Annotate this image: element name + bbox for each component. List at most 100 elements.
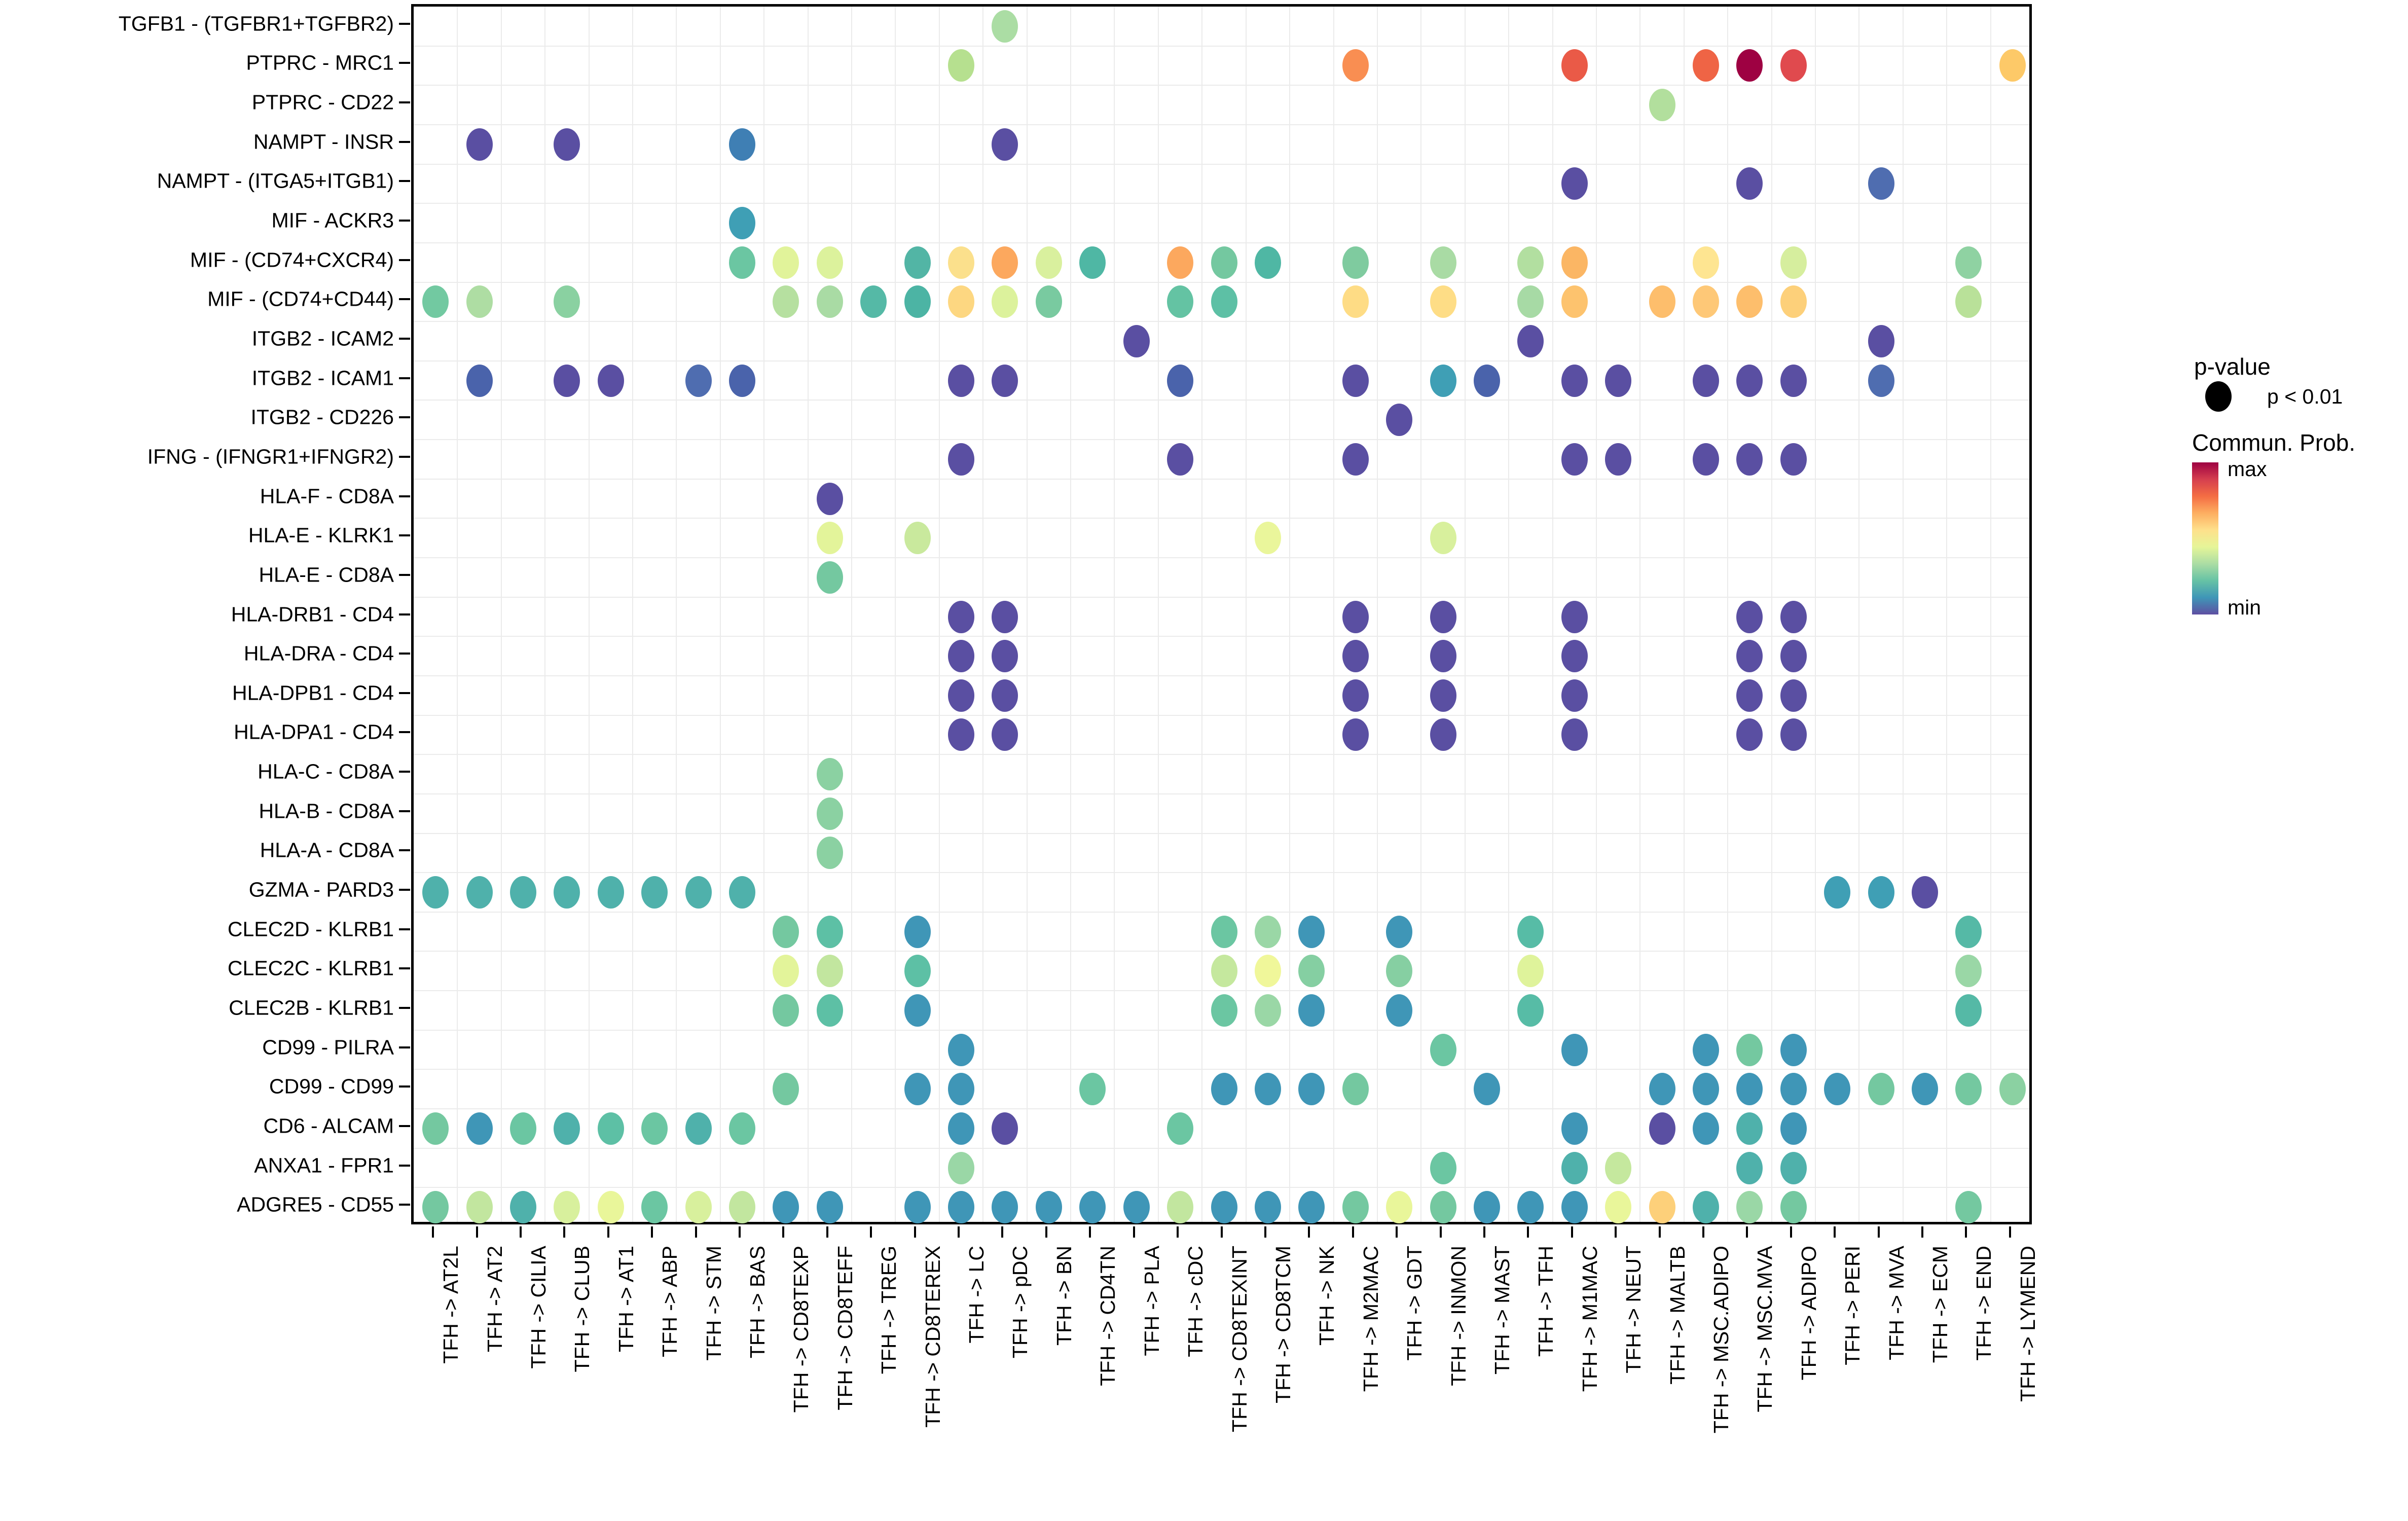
bubble-point xyxy=(773,246,799,279)
bubble-point xyxy=(1736,1191,1763,1224)
bubble-point xyxy=(641,1112,668,1145)
plot-panel xyxy=(411,4,2032,1224)
bubble-point xyxy=(816,1191,843,1224)
y-axis-tick-label: PTPRC - CD22 xyxy=(251,90,394,114)
bubble-point xyxy=(1561,1191,1588,1224)
bubble-point xyxy=(1736,167,1763,200)
pvalue-legend-title: p-value xyxy=(2194,353,2271,380)
x-axis-tick-label-text: TFH -> CD8TEXINT xyxy=(1227,1246,1251,1432)
bubble-point xyxy=(992,1112,1018,1145)
x-axis-tick xyxy=(2009,1226,2011,1238)
bubble-point xyxy=(1123,324,1150,357)
x-axis-tick xyxy=(1483,1226,1485,1238)
x-axis-tick-label-text: TFH -> AT2 xyxy=(483,1246,506,1352)
bubble-point xyxy=(1298,994,1325,1027)
bubble-point xyxy=(1342,1191,1369,1224)
gridline-vertical xyxy=(1333,7,1334,1222)
bubble-point xyxy=(466,1112,493,1145)
bubble-point xyxy=(466,876,493,909)
bubble-point xyxy=(904,955,931,988)
gridline-vertical xyxy=(1070,7,1072,1222)
bubble-point xyxy=(1079,1073,1106,1106)
y-axis-tick xyxy=(399,377,410,379)
bubble-point xyxy=(554,1112,580,1145)
bubble-point xyxy=(904,1191,931,1224)
x-axis-tick xyxy=(958,1226,960,1238)
bubble-point xyxy=(554,285,580,318)
x-axis-tick xyxy=(1220,1226,1223,1238)
x-axis-tick xyxy=(607,1226,609,1238)
bubble-point xyxy=(1780,1112,1807,1145)
bubble-point xyxy=(1254,522,1281,555)
bubble-point xyxy=(816,285,843,318)
gridline-horizontal xyxy=(414,281,2029,283)
gridline-horizontal xyxy=(414,754,2029,755)
y-axis-tick-label: HLA-DRB1 - CD4 xyxy=(231,602,394,626)
y-axis-tick xyxy=(399,259,410,261)
bubble-point xyxy=(1780,1073,1807,1106)
x-axis-tick xyxy=(1001,1226,1004,1238)
bubble-point xyxy=(1298,1073,1325,1106)
x-axis-tick xyxy=(1133,1226,1135,1238)
x-axis-tick xyxy=(651,1226,653,1238)
bubble-point xyxy=(1736,364,1763,397)
y-axis-tick-label: HLA-DPB1 - CD4 xyxy=(232,681,394,705)
bubble-point xyxy=(1605,1191,1632,1224)
x-axis-tick xyxy=(914,1226,916,1238)
bubble-point xyxy=(554,364,580,397)
y-axis-tick xyxy=(399,889,410,891)
bubble-point xyxy=(904,246,931,279)
x-axis-tick-label-text: TFH -> AT1 xyxy=(614,1246,638,1352)
gridline-vertical xyxy=(1464,7,1466,1222)
x-axis-tick-label: TFH -> PERI xyxy=(1841,1126,1864,1365)
x-axis-tick xyxy=(1658,1226,1661,1238)
x-axis-tick-label-text: TFH -> CD4TN xyxy=(1096,1246,1120,1386)
bubble-point xyxy=(992,285,1018,318)
x-axis-tick-label: TFH -> AT2L xyxy=(439,1128,462,1364)
x-axis-tick xyxy=(1834,1226,1836,1238)
y-axis-tick xyxy=(399,495,410,497)
x-axis-tick-label: TFH -> MVA xyxy=(1885,1131,1908,1360)
bubble-point xyxy=(597,364,624,397)
bubble-point xyxy=(1342,364,1369,397)
bubble-point xyxy=(1736,640,1763,673)
bubble-point xyxy=(1386,1191,1413,1224)
y-axis-tick-label: HLA-F - CD8A xyxy=(260,484,394,508)
y-axis-tick xyxy=(399,62,410,64)
bubble-point xyxy=(1167,246,1194,279)
x-axis-tick xyxy=(870,1226,872,1238)
x-axis-tick-label: TFH -> MALTB xyxy=(1666,1107,1689,1385)
bubble-point xyxy=(597,876,624,909)
y-axis-tick xyxy=(399,534,410,537)
bubble-point xyxy=(1649,1191,1675,1224)
gridline-vertical xyxy=(1683,7,1685,1222)
gridline-vertical xyxy=(1376,7,1378,1222)
gridline-horizontal xyxy=(414,85,2029,86)
x-axis-tick xyxy=(1965,1226,1967,1238)
bubble-point xyxy=(685,364,712,397)
bubble-point xyxy=(816,561,843,594)
x-axis-tick-label: TFH -> ECM xyxy=(1928,1129,1952,1363)
y-axis-tick-label: ITGB2 - ICAM1 xyxy=(251,366,394,390)
bubble-point xyxy=(466,285,493,318)
gridline-horizontal xyxy=(414,636,2029,637)
x-axis-tick xyxy=(1615,1226,1617,1238)
x-axis-tick-label: TFH -> cDC xyxy=(1184,1134,1207,1357)
gridline-vertical xyxy=(1946,7,1948,1222)
y-axis-tick xyxy=(399,573,410,576)
gridline-horizontal xyxy=(414,360,2029,361)
bubble-point xyxy=(1517,915,1544,948)
x-axis-tick xyxy=(563,1226,566,1238)
gridline-vertical xyxy=(1858,7,1860,1222)
bubble-point xyxy=(1736,679,1763,712)
gridline-horizontal xyxy=(414,872,2029,874)
bubble-point xyxy=(1649,1073,1675,1106)
gridline-vertical xyxy=(1902,7,1904,1222)
bubble-point xyxy=(1780,246,1807,279)
bubble-point xyxy=(1430,718,1456,751)
bubble-point xyxy=(773,955,799,988)
y-axis-tick-label: CD99 - CD99 xyxy=(269,1074,394,1098)
gridline-horizontal xyxy=(414,675,2029,676)
bubble-point xyxy=(1780,640,1807,673)
